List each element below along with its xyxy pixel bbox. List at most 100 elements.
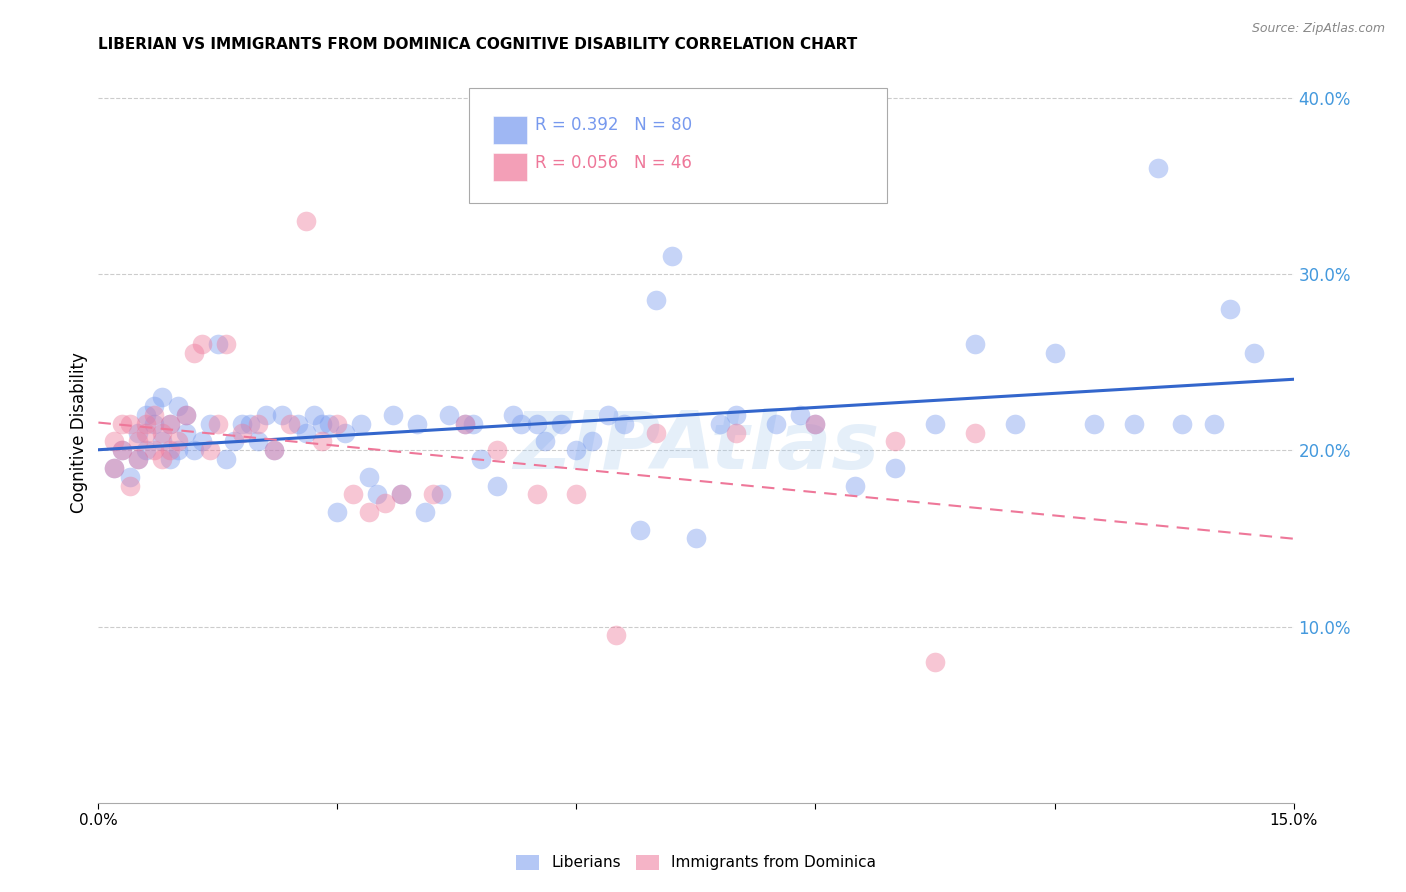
Point [159, 452, 181, 467]
Point [263, 443, 285, 458]
Point [724, 408, 747, 422]
Text: R = 0.056   N = 46: R = 0.056 N = 46 [534, 153, 692, 171]
Point [1083, 417, 1105, 431]
Point [183, 346, 205, 360]
Point [159, 443, 181, 458]
Point [389, 487, 412, 501]
Point [127, 452, 149, 467]
Point [294, 214, 316, 228]
Point [246, 417, 269, 431]
Point [533, 434, 555, 449]
Point [174, 408, 197, 422]
Legend: Liberians, Immigrants from Dominica: Liberians, Immigrants from Dominica [510, 848, 882, 877]
Point [454, 417, 477, 431]
Point [335, 425, 357, 440]
Point [159, 417, 181, 431]
Point [645, 293, 668, 308]
Point [804, 417, 827, 431]
Point [143, 443, 166, 458]
Point [246, 434, 269, 449]
Y-axis label: Cognitive Disability: Cognitive Disability [70, 352, 89, 513]
Point [565, 487, 588, 501]
Point [183, 443, 205, 458]
Point [389, 487, 412, 501]
Point [231, 417, 253, 431]
Point [120, 478, 142, 492]
Text: Source: ZipAtlas.com: Source: ZipAtlas.com [1251, 22, 1385, 36]
Point [198, 443, 221, 458]
Point [150, 390, 173, 404]
Point [207, 337, 229, 351]
Text: LIBERIAN VS IMMIGRANTS FROM DOMINICA COGNITIVE DISABILITY CORRELATION CHART: LIBERIAN VS IMMIGRANTS FROM DOMINICA COG… [98, 37, 858, 52]
Point [135, 408, 157, 422]
Point [413, 505, 436, 519]
Point [709, 417, 731, 431]
Point [485, 443, 508, 458]
Point [150, 434, 173, 449]
Point [231, 425, 253, 440]
Point [294, 425, 316, 440]
Point [287, 417, 309, 431]
Point [174, 408, 197, 422]
Point [270, 408, 292, 422]
Point [167, 399, 190, 413]
Point [924, 655, 946, 669]
Point [150, 425, 173, 440]
Point [143, 408, 166, 422]
Point [350, 417, 373, 431]
Text: ZIPAtlas: ZIPAtlas [513, 409, 879, 486]
FancyBboxPatch shape [470, 88, 887, 203]
Point [103, 461, 125, 475]
Point [628, 523, 651, 537]
Point [263, 443, 285, 458]
Point [1043, 346, 1066, 360]
Point [191, 434, 214, 449]
Point [120, 469, 142, 483]
Point [342, 487, 364, 501]
Point [789, 408, 811, 422]
Point [422, 487, 444, 501]
Point [302, 408, 325, 422]
Text: R = 0.392   N = 80: R = 0.392 N = 80 [534, 117, 692, 135]
Point [326, 505, 349, 519]
Point [924, 417, 946, 431]
Point [963, 337, 986, 351]
Point [103, 434, 125, 449]
Point [485, 478, 508, 492]
Point [127, 434, 149, 449]
Point [661, 249, 683, 263]
Point [159, 417, 181, 431]
Point [366, 487, 388, 501]
Point [239, 417, 262, 431]
Point [191, 337, 214, 351]
Point [685, 532, 707, 546]
Point [222, 434, 245, 449]
Point [135, 417, 157, 431]
Point [1123, 417, 1146, 431]
Point [167, 434, 190, 449]
Point [598, 408, 620, 422]
Point [215, 337, 238, 351]
Point [111, 443, 134, 458]
Point [605, 628, 627, 642]
Point [103, 461, 125, 475]
Point [215, 452, 238, 467]
Point [326, 417, 349, 431]
Point [111, 417, 134, 431]
Point [613, 417, 636, 431]
Point [565, 443, 588, 458]
Point [1171, 417, 1194, 431]
Point [174, 425, 197, 440]
Point [311, 417, 333, 431]
Point [135, 425, 157, 440]
Point [1147, 161, 1170, 176]
Point [844, 478, 866, 492]
Point [278, 417, 301, 431]
FancyBboxPatch shape [494, 153, 527, 181]
Point [1004, 417, 1026, 431]
Point [645, 425, 668, 440]
Point [724, 425, 747, 440]
Point [207, 417, 229, 431]
Point [150, 452, 173, 467]
Point [454, 417, 477, 431]
